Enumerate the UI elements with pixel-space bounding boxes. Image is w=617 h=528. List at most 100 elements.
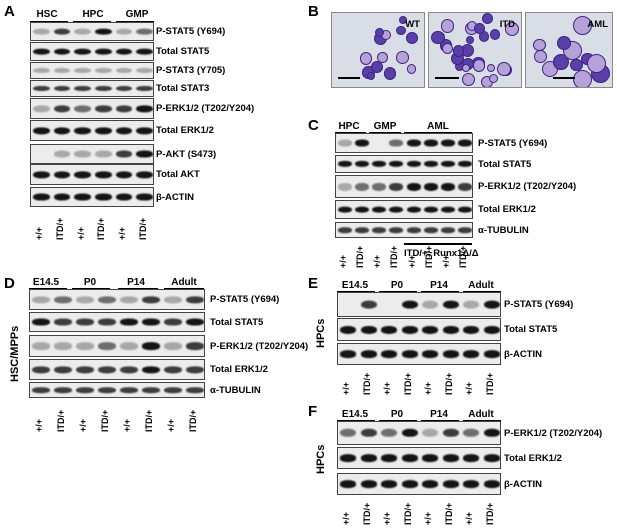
cell — [441, 42, 454, 54]
blot-band — [120, 342, 138, 350]
genotype-label: ITD/+ — [55, 217, 65, 240]
blot-strip — [337, 292, 501, 317]
blot-band — [340, 480, 357, 488]
blot-band — [354, 227, 369, 233]
blot-band — [186, 387, 204, 393]
blot-band — [115, 193, 133, 201]
cell — [472, 59, 486, 72]
blot-band — [186, 365, 204, 374]
blot-band — [389, 227, 404, 233]
cell — [573, 16, 593, 36]
blot-band — [136, 150, 153, 158]
genotype-label: ITD/+ — [484, 502, 495, 525]
genotype-label: ITD/+ — [137, 217, 148, 240]
cell — [452, 45, 465, 57]
genotype-label: +/+ — [34, 418, 44, 432]
cell — [533, 49, 547, 63]
genotype-label: ITD/+ — [100, 409, 110, 432]
blot-strip — [29, 289, 205, 310]
blot-strip — [30, 42, 154, 61]
scale-bar — [338, 77, 360, 79]
blot-band — [441, 160, 456, 168]
blot-band — [142, 318, 160, 326]
blot-band — [95, 126, 112, 135]
blot-band — [381, 325, 398, 334]
panel-c-group-gmp: GMP — [373, 121, 397, 132]
panel-c-group-hpc: HPC — [338, 121, 360, 132]
blot-band — [406, 227, 421, 233]
genotype-label: ITD/+ — [354, 245, 365, 268]
blot-band — [142, 342, 160, 350]
cell — [488, 73, 499, 84]
blot-band — [115, 85, 133, 92]
blot-band — [142, 387, 160, 393]
blot-band — [458, 227, 472, 233]
blot-band — [74, 85, 91, 92]
cell — [587, 53, 607, 73]
blot-strip — [337, 447, 501, 469]
genotype-label: ITD/+ — [402, 502, 413, 525]
blot-band — [74, 193, 91, 201]
blot-band — [381, 454, 398, 462]
row-label: α-TUBULIN — [210, 384, 261, 396]
row-label: β-ACTIN — [156, 191, 194, 203]
blot-band — [95, 170, 112, 179]
blot-band — [186, 295, 204, 304]
genotype-label: ITD/+ — [361, 372, 372, 395]
blot-band — [53, 67, 71, 74]
row-label: Total STAT3 — [156, 83, 210, 94]
cell — [486, 63, 495, 72]
genotype-label: ITD/+ — [484, 372, 495, 395]
panel-a-group-hsc: HSC — [36, 9, 58, 20]
genotype-label: +/+ — [75, 226, 86, 240]
blot-band — [458, 182, 472, 191]
cell — [398, 15, 408, 25]
blot-band — [463, 454, 480, 462]
blot-band — [95, 85, 112, 92]
panel-c-letter: C — [308, 117, 319, 134]
row-label: P-STAT5 (Y694) — [504, 299, 574, 310]
panel-d-group-p14: P14 — [127, 277, 145, 288]
blot-band — [120, 318, 138, 326]
blot-band — [53, 193, 71, 201]
blot-band — [32, 295, 50, 304]
blot-band — [115, 126, 133, 135]
blot-band — [389, 206, 404, 213]
blot-band — [98, 387, 116, 393]
blot-band — [422, 325, 439, 334]
blot-band — [463, 350, 480, 358]
blot-band — [98, 365, 116, 374]
genotype-label: ITD/+ — [56, 409, 66, 432]
blot-band — [53, 28, 71, 35]
cell — [482, 13, 493, 25]
blot-band — [337, 139, 352, 147]
genotype-label: +/+ — [337, 254, 348, 268]
micrograph-wt: WT — [331, 12, 425, 88]
blot-band — [483, 350, 500, 358]
blot-strip — [337, 318, 501, 341]
panel-f-group-adult: Adult — [468, 409, 494, 420]
cell — [366, 71, 376, 80]
blot-band — [354, 139, 369, 147]
blot-band — [463, 300, 480, 309]
blot-band — [360, 480, 377, 488]
blot-band — [401, 300, 418, 309]
row-label: P-ERK1/2 (T202/Y204) — [210, 340, 309, 352]
blot-band — [53, 150, 71, 158]
blot-band — [74, 67, 91, 74]
blot-band — [423, 139, 438, 147]
micrograph-aml: AML — [525, 12, 613, 88]
genotype-label: +/+ — [166, 418, 176, 432]
blot-band — [401, 325, 418, 334]
blot-band — [54, 318, 72, 326]
blot-band — [164, 387, 182, 393]
blot-band — [76, 342, 94, 350]
blot-band — [389, 182, 404, 191]
blot-band — [337, 227, 352, 233]
genotype-label: +/+ — [423, 381, 434, 395]
blot-band — [463, 428, 480, 438]
panel-d-letter: D — [4, 275, 15, 292]
blot-band — [354, 206, 369, 213]
cell — [359, 52, 373, 65]
panel-f-side-label: HPCs — [315, 444, 327, 474]
